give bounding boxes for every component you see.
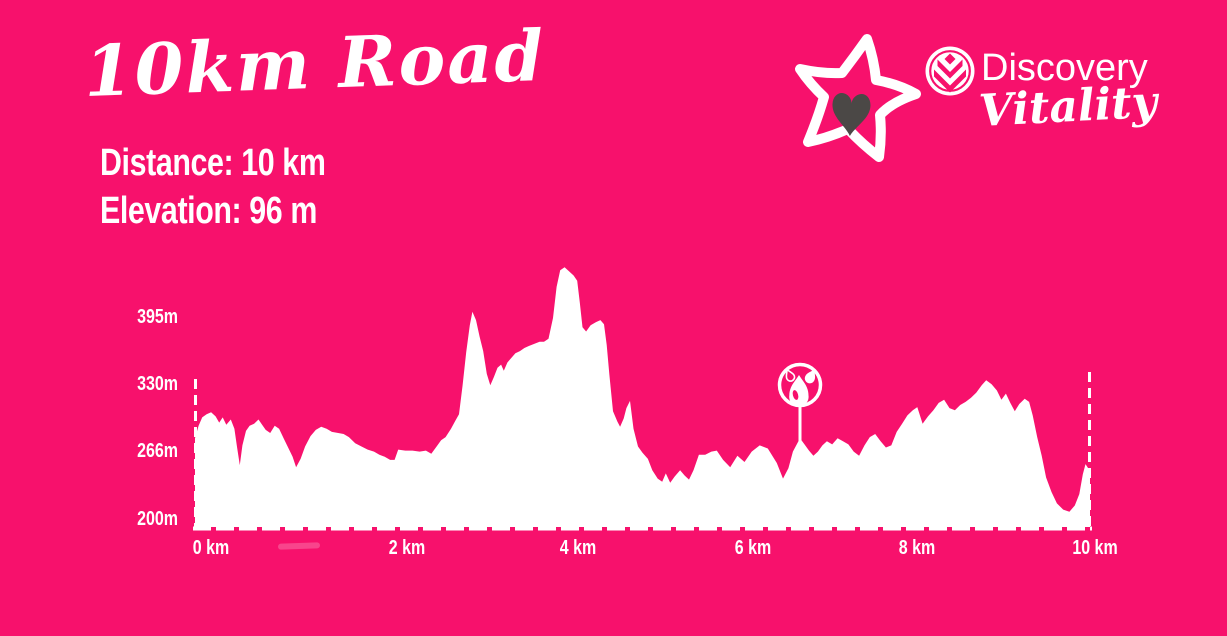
- discovery-wordmark: Discovery: [981, 47, 1148, 89]
- x-axis-label: 10 km: [1072, 537, 1118, 559]
- y-axis-label: 200m: [137, 508, 178, 530]
- distance-stat: Distance: 10 km: [100, 142, 326, 185]
- logo-chevron-large: [934, 69, 966, 93]
- discovery-logo-icon: [925, 46, 975, 96]
- x-axis-label: 0 km: [192, 537, 230, 559]
- elevation-value: 96 m: [249, 190, 317, 232]
- water-drop-icon: [789, 375, 809, 407]
- logo-diamond: [944, 53, 956, 65]
- y-axis-label: 330m: [137, 373, 178, 395]
- heart-icon: [832, 92, 871, 136]
- x-axis-label: 8 km: [898, 537, 936, 559]
- star-heart-logo: [795, 34, 921, 162]
- logo-chevron-small: [937, 59, 963, 79]
- elevation-stat: Elevation: 96 m: [100, 190, 317, 233]
- water-drop-small-left-icon: [785, 367, 796, 382]
- water-station-marker: [777, 362, 823, 445]
- water-drop-highlight: [792, 390, 799, 400]
- distance-value: 10 km: [241, 142, 326, 184]
- y-axis-label: 395m: [137, 306, 178, 328]
- logo-disc: [925, 46, 975, 96]
- elevation-area: [195, 267, 1090, 527]
- distance-label: Distance:: [100, 142, 234, 184]
- elevation-label: Elevation:: [100, 190, 242, 232]
- water-drop-small-right-icon: [804, 369, 816, 384]
- x-axis-label: 2 km: [388, 537, 426, 559]
- x-axis-label: 4 km: [559, 537, 597, 559]
- y-axis-label: 266m: [137, 440, 178, 462]
- x-axis-label: 6 km: [734, 537, 772, 559]
